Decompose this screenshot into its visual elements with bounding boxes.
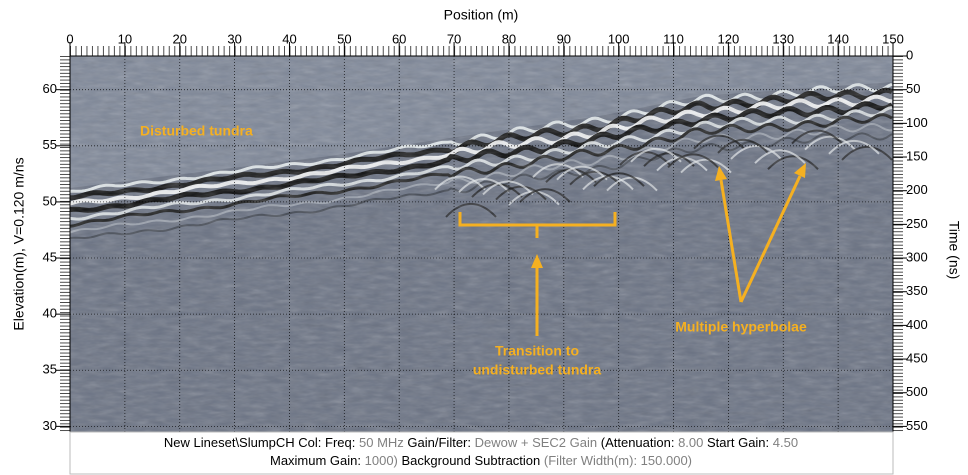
y2-tick-label: 0	[906, 47, 913, 62]
footer-segment: 4.50	[773, 435, 798, 450]
y2-axis-title: Time (ns)	[946, 221, 962, 280]
y2-tick-label: 550	[906, 418, 928, 433]
y2-tick-label: 250	[906, 216, 928, 231]
footer-segment: 1000)	[365, 453, 398, 468]
y-tick-label: 55	[43, 137, 57, 152]
y2-tick-label: 500	[906, 384, 928, 399]
footer-segment: 8.00	[678, 435, 703, 450]
annotation: Disturbed tundra	[140, 123, 253, 139]
y2-tick-label: 150	[906, 148, 928, 163]
footer-segment: New Lineset\SlumpCH Col: Freq:	[164, 435, 355, 450]
y2-tick-label: 50	[906, 81, 920, 96]
annotation: Transition to	[495, 343, 579, 359]
y-tick-label: 50	[43, 193, 57, 208]
x-axis-title: Position (m)	[444, 7, 519, 23]
y2-tick-label: 400	[906, 317, 928, 332]
y-tick-label: 40	[43, 306, 57, 321]
y2-tick-label: 300	[906, 249, 928, 264]
y-tick-label: 30	[43, 418, 57, 433]
annotation: undisturbed tundra	[473, 362, 602, 378]
footer-segment: 50 MHz	[359, 435, 404, 450]
y2-tick-label: 200	[906, 182, 928, 197]
footer-segment: Background Subtraction	[402, 453, 541, 468]
y2-tick-label: 450	[906, 351, 928, 366]
y2-tick-label: 100	[906, 115, 928, 130]
footer-segment: (Filter Width(m): 150.000)	[544, 453, 692, 468]
footer-segment: (Attenuation:	[601, 435, 675, 450]
y-tick-label: 35	[43, 362, 57, 377]
footer-segment: Start Gain:	[707, 435, 769, 450]
y-minor-ticks	[60, 56, 70, 432]
y2-tick-label: 350	[906, 283, 928, 298]
x-minor-ticks	[70, 46, 893, 56]
y-axis-title: Elevation(m), V=0.120 m/ns	[11, 157, 27, 330]
y-tick-label: 60	[43, 81, 57, 96]
annotation: Multiple hyperbolae	[675, 319, 807, 335]
footer-line: Maximum Gain: 1000) Background Subtracti…	[270, 453, 692, 468]
y-tick-label: 45	[43, 249, 57, 264]
footer-segment: Gain/Filter:	[407, 435, 471, 450]
footer-line: New Lineset\SlumpCH Col: Freq: 50 MHz Ga…	[164, 435, 798, 450]
footer-segment: Maximum Gain:	[270, 453, 361, 468]
y2-minor-ticks	[893, 56, 903, 432]
footer-segment: Dewow + SEC2 Gain	[475, 435, 597, 450]
chart: Position (m) Elevation(m), V=0.120 m/ns …	[0, 0, 968, 475]
